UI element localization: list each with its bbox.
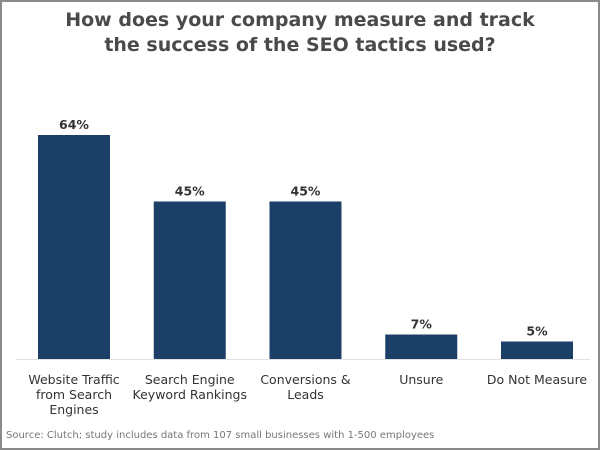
x-tick-label-line: Search Engine <box>144 372 235 387</box>
x-tick-label: Website Traffic from Search Engines <box>9 372 139 417</box>
chart-title-line-2: the success of the SEO tactics used? <box>104 34 496 56</box>
data-label: 64% <box>59 117 89 132</box>
x-tick-label-line: Do Not Measure <box>486 372 588 387</box>
x-tick-label-line: Website Traffic <box>28 372 120 387</box>
x-tick-label: Conversions & Leads <box>241 372 371 402</box>
bar <box>38 135 110 359</box>
data-label: 7% <box>411 317 433 332</box>
bar <box>501 341 573 359</box>
x-tick-label-line: Engines <box>49 402 99 417</box>
bar <box>153 201 226 359</box>
x-tick-label-line: Unsure <box>399 372 444 387</box>
x-tick-label: Do Not Measure <box>472 372 600 387</box>
x-tick-label-line: Keyword Rankings <box>132 387 247 402</box>
data-label: 5% <box>526 324 548 339</box>
x-tick-label-line: Conversions & <box>260 372 351 387</box>
chart-title-line-1: How does your company measure and track <box>65 9 535 31</box>
chart-title: How does your company measure and track … <box>0 8 600 58</box>
data-label: 45% <box>175 184 205 199</box>
bar <box>269 201 342 359</box>
x-tick-label-line: Leads <box>287 387 324 402</box>
bar <box>385 334 458 359</box>
source-note: Source: Clutch; study includes data from… <box>6 430 435 441</box>
data-label: 45% <box>291 184 321 199</box>
x-tick-label: Unsure <box>356 372 486 387</box>
x-tick-label-line: from Search <box>35 387 112 402</box>
x-tick-label: Search Engine Keyword Rankings <box>125 372 255 402</box>
